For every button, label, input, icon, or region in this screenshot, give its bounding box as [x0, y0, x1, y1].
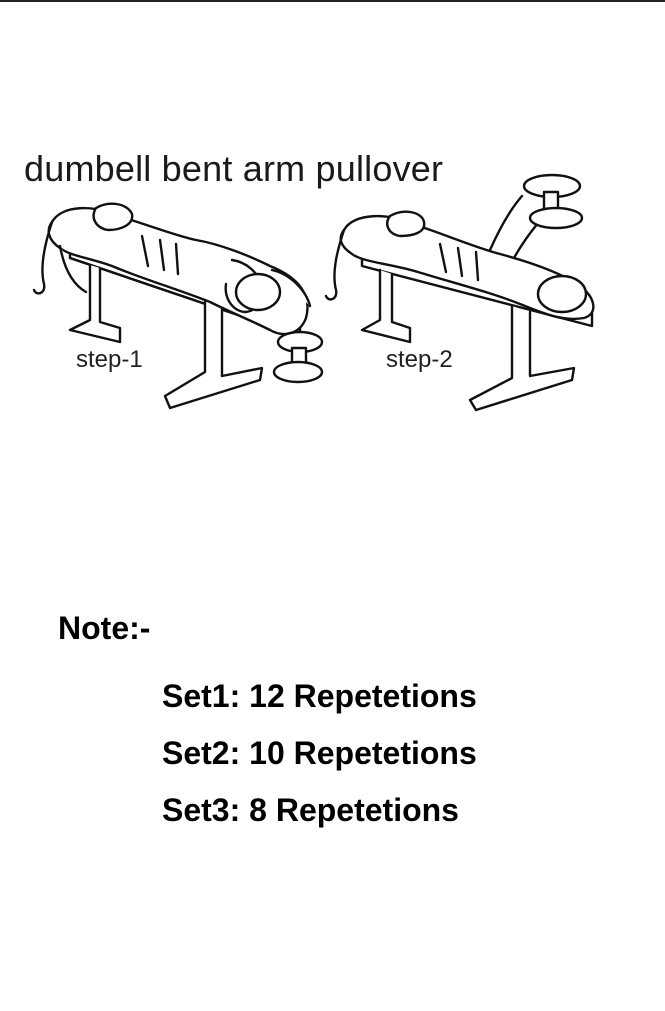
- dumbbell-step2: [522, 173, 584, 230]
- exercise-title: dumbell bent arm pullover: [24, 148, 444, 189]
- body-step1: [32, 202, 312, 336]
- step-2-label: step-2: [386, 346, 453, 373]
- step-1-label: step-1: [76, 346, 143, 373]
- set-3: Set3: 8 Repetetions: [162, 792, 459, 828]
- top-divider: [0, 0, 665, 2]
- set-2: Set2: 10 Repetetions: [162, 735, 477, 771]
- sets-list: Set1: 12 Repetetions Set2: 10 Repetetion…: [162, 668, 477, 839]
- note-heading: Note:-: [58, 610, 151, 646]
- exercise-illustration: [32, 173, 595, 412]
- dumbbell-step1: [272, 330, 324, 384]
- set-1: Set1: 12 Repetetions: [162, 678, 477, 714]
- body-step2: [324, 194, 595, 321]
